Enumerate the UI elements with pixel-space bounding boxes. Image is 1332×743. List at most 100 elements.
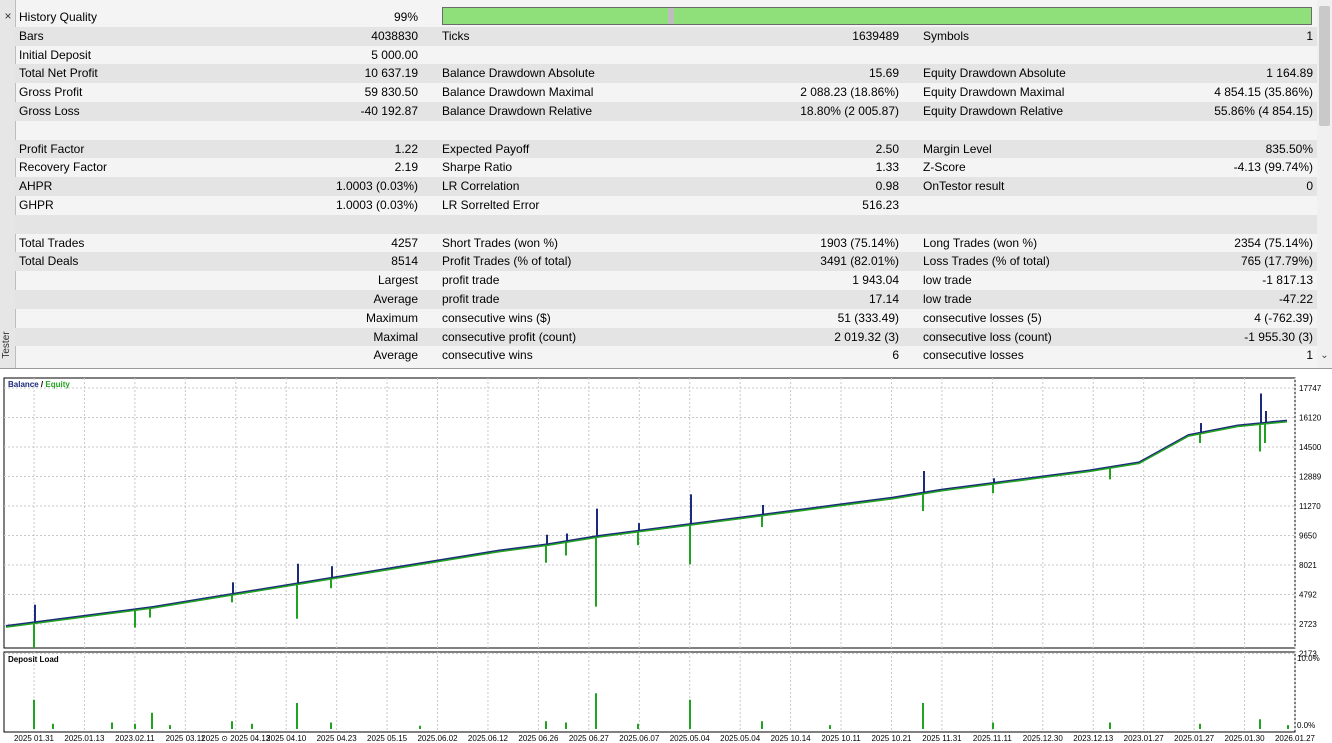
report-value-1: Average <box>373 291 418 306</box>
report-value-2: 1903 (75.14%) <box>820 235 899 250</box>
report-value-2: 18.80% (2 005.87) <box>800 103 899 118</box>
x-tick-label: 2023.02.11 <box>115 734 155 743</box>
report-value-1 <box>221 215 418 234</box>
report-label-1: History Quality <box>19 10 98 24</box>
report-label-1: Total Trades <box>19 235 85 250</box>
report-label-1 <box>19 290 219 309</box>
report-value-3: 4 854.15 (35.86%) <box>1214 85 1313 100</box>
report-label-2 <box>442 46 742 65</box>
x-tick-label: 2025.05.04 <box>720 734 761 743</box>
report-value-3 <box>1135 215 1313 234</box>
y-tick-label: 8021 <box>1299 561 1317 570</box>
report-row: Average profit trade 17.14 low trade -47.22 <box>15 289 1317 309</box>
report-label-3: Equity Drawdown Maximal <box>923 85 1065 100</box>
report-label-2: Short Trades (won %) <box>442 235 559 250</box>
report-value-1: Average <box>373 348 418 363</box>
x-tick-label: 2025 06.27 <box>569 734 610 743</box>
report-label-1 <box>19 121 219 140</box>
report-label-2: consecutive wins ($) <box>442 310 551 325</box>
report-row: Profit Factor 1.22 Expected Payoff 2.50 Marg… <box>15 139 1317 159</box>
balance-equity-chart: 17747 16120 14500 12889 11270 9650 8021 4792 272… <box>0 370 1332 743</box>
equity-line <box>5 420 1288 628</box>
report-value-3: 1 164.89 <box>1266 66 1313 81</box>
report-value-1: 10 637.19 <box>364 66 418 81</box>
chart-legend: Balance / Equity <box>8 380 70 389</box>
balance-line <box>5 419 1288 628</box>
report-value-2: 1.33 <box>875 160 899 175</box>
report-value-2: 51 (333.49) <box>837 310 899 325</box>
report-label-3: Long Trades (won %) <box>923 235 1038 250</box>
report-value-3: -4.13 (99.74%) <box>1233 160 1313 175</box>
report-label-3: consecutive loss (count) <box>923 329 1052 344</box>
report-value-1: 4038830 <box>371 28 418 43</box>
report-row: Maximal consecutive profit (count) 2 019.3… <box>15 327 1317 347</box>
report-label-1: AHPR <box>19 179 53 194</box>
report-label-3: OnTestor result <box>923 179 1005 194</box>
report-label-1 <box>19 346 219 365</box>
x-tick-label: 2025.12.30 <box>1023 734 1064 743</box>
x-tick-label: 2025.06.12 <box>468 734 509 743</box>
report-value-1: Maximal <box>373 329 418 344</box>
x-tick-label: 2025.05.04 <box>670 734 711 743</box>
report-value-1: 1.0003 (0.03%) <box>335 197 418 212</box>
x-tick-label: 2025 10.14 <box>771 734 812 743</box>
x-tick-label: 2025 04.10 <box>266 734 307 743</box>
report-value-3: -1 817.13 <box>1262 273 1313 288</box>
load-tick-label: 10.0% <box>1297 654 1320 663</box>
report-row: Maximum consecutive wins ($) 51 (333.49) co… <box>15 309 1317 328</box>
report-row <box>15 121 1317 140</box>
report-value-3 <box>1135 121 1313 140</box>
x-tick-label: 2025 10.11 <box>821 734 861 743</box>
report-label-1: Gross Profit <box>19 85 83 100</box>
deposit-load-frame <box>3 651 1296 733</box>
report-value-1: 59 830.50 <box>364 85 418 100</box>
report-label-2: Sharpe Ratio <box>442 160 513 175</box>
report-label-1: Gross Loss <box>19 103 80 118</box>
report-label-2: consecutive profit (count) <box>442 329 577 344</box>
report-label-3: Z-Score <box>923 160 966 175</box>
x-tick-label: 2025 11.31 <box>922 734 962 743</box>
report-label-2: Expected Payoff <box>442 141 530 156</box>
scrollbar-thumb[interactable] <box>1319 6 1330 126</box>
y-tick-label: 16120 <box>1299 414 1322 423</box>
report-label-3: Symbols <box>923 28 970 43</box>
report-value-1: 1.22 <box>394 141 418 156</box>
y-tick-label: 2173 <box>1299 650 1317 659</box>
report-label-3: consecutive losses (5) <box>923 310 1042 325</box>
report-row: Total Deals 8514 Profit Trades (% of total… <box>15 252 1317 272</box>
scroll-down-icon[interactable]: ⌄ <box>1320 350 1329 361</box>
history-quality-bar <box>442 7 1312 25</box>
report-value-3 <box>1135 196 1313 215</box>
report-label-3: Equity Drawdown Relative <box>923 103 1064 118</box>
report-row: Total Trades 4257 Short Trades (won %) 1903… <box>15 234 1317 253</box>
report-value-2 <box>742 8 899 27</box>
legend-balance: Balance <box>8 380 39 389</box>
report-label-2 <box>442 215 742 234</box>
report-value-3: -47.22 <box>1278 291 1313 306</box>
y-tick-label: 4792 <box>1299 591 1317 600</box>
report-label-3: Loss Trades (% of total) <box>923 254 1050 269</box>
report-label-3: Equity Drawdown Absolute <box>923 66 1066 81</box>
tester-side-strip: × Tester <box>0 0 16 368</box>
report-label-2 <box>442 8 742 27</box>
x-tick-label: 2025 10.21 <box>871 734 912 743</box>
x-tick-label: 2025.06.07 <box>619 734 660 743</box>
report-label-1 <box>19 271 219 290</box>
close-icon[interactable]: × <box>4 9 12 23</box>
x-tick-label: 2025.01.30 <box>1225 734 1266 743</box>
report-value-2: 2.50 <box>875 141 899 156</box>
report-table: History Quality 99% Bars 4038830 Ticks 163948… <box>15 8 1317 365</box>
x-tick-label: 2025.06.02 <box>417 734 458 743</box>
x-tick-label: 2023.01.27 <box>1124 734 1165 743</box>
report-label-2: Balance Drawdown Absolute <box>442 66 595 81</box>
report-value-3 <box>1135 46 1313 65</box>
y-tick-label: 12889 <box>1299 473 1322 482</box>
report-row: GHPR 1.0003 (0.03%) LR Sorrelted Error 516.… <box>15 196 1317 215</box>
report-value-2 <box>742 46 899 65</box>
x-tick-label: 2025.11.11 <box>973 734 1012 743</box>
report-label-1: Bars <box>19 28 44 43</box>
report-label-2: consecutive wins <box>442 348 533 363</box>
vertical-scrollbar[interactable]: ⌄ <box>1317 0 1332 368</box>
report-value-3: 1 <box>1306 348 1313 363</box>
y-tick-label: 14500 <box>1299 443 1322 452</box>
